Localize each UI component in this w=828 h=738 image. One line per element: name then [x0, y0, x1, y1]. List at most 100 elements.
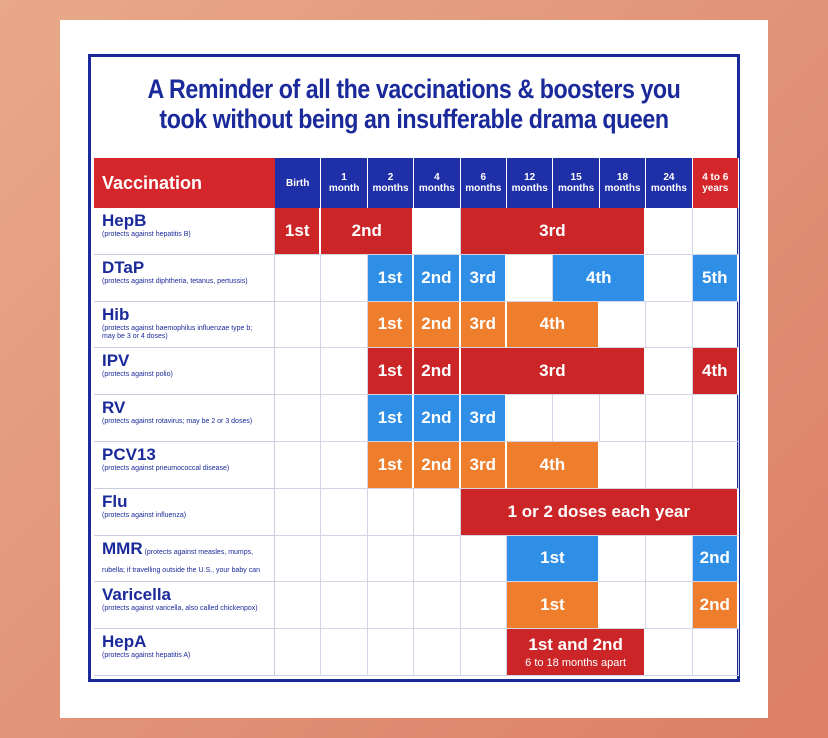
vaccine-description: (protects against rotavirus; may be 2 or… — [102, 418, 253, 426]
dose-block: 1st — [367, 254, 415, 301]
dose-block: 3rd — [460, 208, 647, 254]
dose-label: 4th — [586, 267, 612, 287]
grid-cell — [553, 395, 600, 442]
grid-cell — [646, 535, 693, 583]
vaccine-name: MMR — [102, 538, 143, 558]
row-label-hepa: HepA (protects against hepatitis A) — [94, 629, 275, 676]
grid-cell — [599, 582, 647, 630]
age-header-0: Birth — [275, 158, 322, 208]
dose-label: 2nd — [421, 454, 452, 474]
row-label-pcv13: PCV13 (protects against pneumococcal dise… — [94, 442, 275, 489]
grid-cell — [692, 442, 739, 489]
dose-label: 3rd — [469, 267, 497, 287]
vaccine-name: IPV — [102, 351, 130, 371]
dose-label: 1st — [377, 408, 403, 428]
row-label-mmr: MMR (protects against measles, mumps, ru… — [94, 535, 275, 592]
dose-label: 2nd — [421, 408, 452, 428]
grid-cell — [646, 254, 693, 302]
age-header-line: 18 — [616, 172, 629, 183]
grid-cell — [275, 395, 322, 442]
grid-cell — [321, 395, 368, 442]
age-header-line: months — [604, 183, 641, 194]
dose-label: 1 or 2 doses each year — [507, 501, 690, 521]
age-header-line: 24 — [663, 172, 675, 183]
row-label-ipv: IPV (protects against polio) — [94, 348, 275, 396]
dose-block: 4th — [553, 254, 647, 301]
grid-cell — [414, 535, 461, 583]
dose-note: 6 to 18 months apart — [525, 657, 627, 670]
grid-cell — [321, 348, 368, 396]
grid-cell — [414, 488, 461, 536]
grid-cell — [321, 254, 368, 302]
dose-block: 1st — [367, 348, 415, 395]
dose-block: 2nd — [414, 254, 461, 301]
dose-block: 4th — [507, 301, 600, 348]
grid-cell — [321, 301, 368, 349]
grid-cell — [367, 629, 415, 676]
vaccine-description: (protects against diphtheria, tetanus, p… — [102, 277, 248, 285]
grid-cell — [646, 582, 693, 630]
vaccine-description: (protects against varicella, also called… — [102, 605, 258, 613]
row-label-dtap: DTaP (protects against diphtheria, tetanu… — [94, 254, 275, 302]
vaccine-name: HepA — [102, 632, 147, 652]
dose-label: 3rd — [469, 314, 497, 334]
grid-cell — [275, 629, 322, 676]
grid-cell — [367, 488, 415, 536]
age-header-5: 12 months — [507, 158, 554, 208]
dose-label: 1st — [284, 220, 310, 240]
dose-label: 1st — [377, 314, 403, 334]
grid-cell — [321, 488, 368, 536]
dose-label: 2nd — [421, 361, 452, 381]
vaccine-description: (protects against pneumococcal disease) — [102, 465, 230, 472]
age-header-line: months — [465, 183, 502, 194]
grid-cell — [460, 629, 507, 676]
age-header-1: 1 month — [321, 158, 368, 208]
grid-cell — [599, 442, 647, 489]
dose-block: 4th — [692, 348, 739, 395]
vaccine-name: PCV13 — [102, 445, 156, 464]
dose-block: 3rd — [460, 442, 507, 488]
row-label-varicella: Varicella (protects against varicella, al… — [94, 582, 275, 630]
grid-cell — [367, 582, 415, 630]
dose-label: 4th — [539, 454, 566, 474]
vaccine-description: (protects against polio) — [102, 371, 173, 379]
grid-cell — [321, 442, 368, 489]
grid-cell — [367, 535, 415, 583]
age-header-4: 6 months — [460, 158, 507, 208]
grid-cell — [646, 395, 693, 442]
grid-cell — [692, 208, 739, 255]
dose-label: 3rd — [539, 220, 566, 240]
dose-label: 1st — [377, 454, 403, 474]
age-header-line: 2 — [387, 172, 394, 183]
vaccine-description: (protects against hepatitis B) — [102, 231, 191, 238]
dose-label: 1st and 2nd — [528, 635, 623, 655]
dose-label: 3rd — [539, 361, 566, 381]
dose-label: 1st — [377, 361, 403, 381]
dose-label: 1st — [540, 548, 565, 568]
dose-block: 1st — [275, 208, 322, 254]
dose-block: 4th — [507, 442, 600, 488]
vaccine-name: HepB — [102, 211, 147, 230]
dose-block: 3rd — [460, 254, 507, 301]
dose-label: 1st — [377, 267, 403, 287]
grid-cell — [275, 254, 322, 302]
dose-block: 1st — [507, 582, 600, 629]
dose-block: 3rd — [460, 395, 507, 441]
vaccine-name: Hib — [102, 304, 130, 324]
age-header-line: months — [650, 183, 687, 194]
grid-cell — [321, 582, 368, 630]
age-header-line: years — [702, 183, 729, 194]
dose-label: 2nd — [699, 595, 730, 615]
poster-title: A Reminder of all the vaccinations & boo… — [136, 74, 692, 134]
age-header-line: 4 to 6 — [702, 172, 729, 183]
row-label-hepb: HepB (protects against hepatitis B) — [94, 208, 275, 255]
grid-cell — [692, 629, 739, 676]
dose-block: 5th — [692, 254, 739, 301]
grid-cell — [275, 301, 322, 349]
dose-block: 2nd — [321, 208, 415, 254]
age-header-line: 15 — [570, 172, 582, 183]
dose-block: 2nd — [414, 395, 461, 441]
age-header-6: 15 months — [553, 158, 600, 208]
grid-cell — [646, 301, 693, 349]
